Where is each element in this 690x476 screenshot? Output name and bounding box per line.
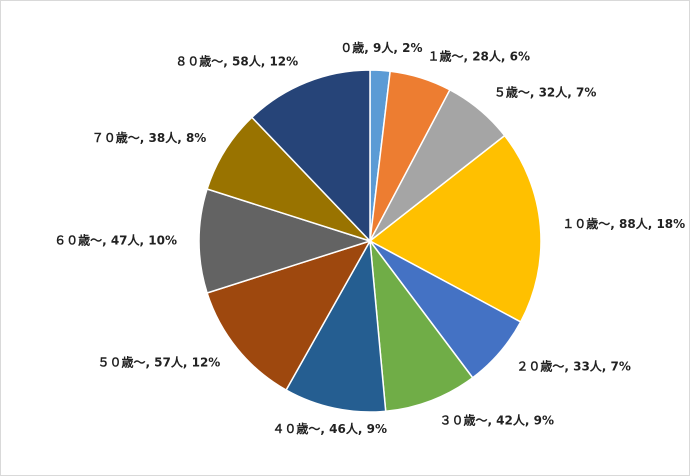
pie-slice [368,134,542,323]
data-label: ８０歳～, 58人, 12% [175,53,298,68]
data-label: ５歳～, 32人, 7% [494,84,597,99]
data-label: １０歳～, 88人, 18% [562,216,685,231]
pie-slice [250,69,371,243]
pie-slice [206,239,372,392]
pie-slice [198,188,373,294]
data-label: １歳～, 28人, 6% [427,48,530,63]
data-label: ０歳, 9人, 2% [340,40,422,55]
data-label: ３０歳～, 42人, 9% [439,413,554,428]
pie-slice [285,238,387,413]
data-label: ７０歳～, 38人, 8% [92,130,207,145]
data-label: ５０歳～, 57人, 12% [97,354,220,369]
data-label: ６０歳～, 47人, 10% [54,233,177,248]
data-label: ４０歳～, 46人, 9% [272,421,387,436]
data-label: ２０歳～, 33人, 7% [516,358,631,373]
pie-slice [369,238,474,413]
